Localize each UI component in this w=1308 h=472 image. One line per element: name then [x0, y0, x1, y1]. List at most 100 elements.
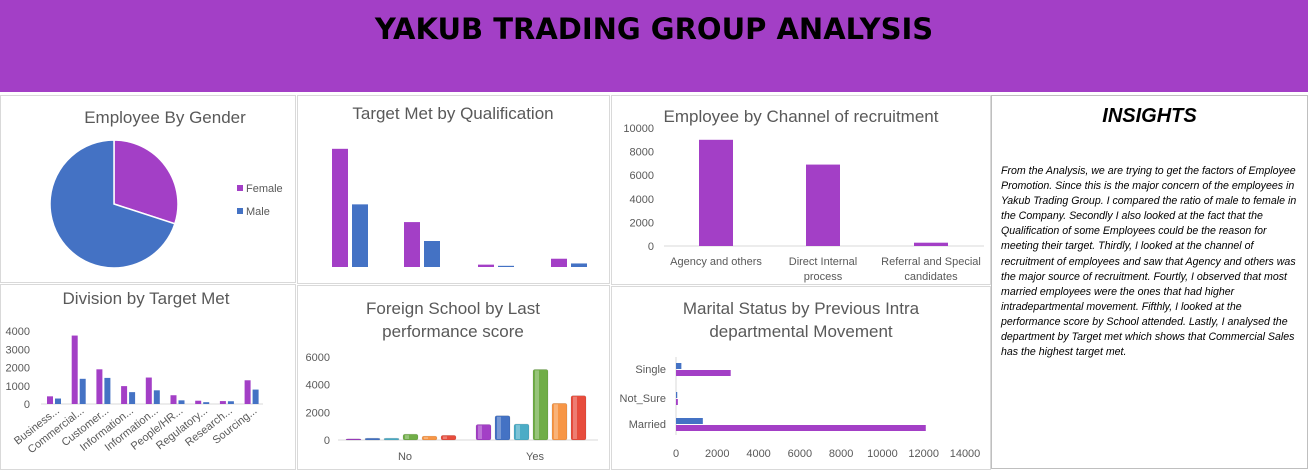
- pie-slice-female: [113, 139, 179, 225]
- y-tick-label: 4000: [306, 380, 330, 392]
- x-tick-label: Yes: [526, 451, 544, 463]
- foreign-school-bar: [573, 396, 577, 439]
- foreign-school-bar: [383, 437, 400, 441]
- foreign-school-bar: [478, 425, 482, 439]
- foreign-school-bar: [535, 370, 539, 439]
- x-tick-label: 0: [673, 448, 679, 460]
- x-tick-label: 6000: [788, 448, 812, 460]
- channel-chart-title: Employee by Channel of recruitment: [664, 107, 939, 126]
- x-tick-label: 4000: [746, 448, 770, 460]
- y-tick-label: Single: [635, 364, 666, 376]
- legend-swatch-female: [237, 185, 243, 191]
- foreign-school-bar-chart: Foreign School by Last performance score 0…: [306, 299, 598, 463]
- qualification-bar-chart: Target Met by Qualification: [332, 104, 587, 267]
- y-tick-label: 4000: [630, 194, 654, 206]
- qualification-bar: [551, 258, 567, 267]
- foreign-school-bar: [440, 435, 457, 441]
- pie-slice-male: [49, 139, 176, 269]
- channel-bar: [699, 139, 733, 246]
- foreign-school-bar: [475, 424, 492, 441]
- division-bar: [145, 377, 152, 404]
- foreign-school-bar: [570, 395, 587, 441]
- division-bar: [79, 378, 86, 404]
- division-bar: [227, 401, 234, 404]
- division-bar: [178, 400, 185, 404]
- insights-text: From the Analysis, we are trying to get …: [1001, 165, 1297, 359]
- division-chart-title: Division by Target Met: [63, 289, 230, 308]
- division-bar: [47, 396, 53, 404]
- channel-bar: [806, 164, 840, 246]
- legend-swatch-male: [237, 208, 243, 214]
- qualification-chart-title: Target Met by Qualification: [352, 104, 553, 123]
- x-tick-label: 14000: [950, 448, 981, 460]
- marital-bar: [676, 399, 678, 405]
- foreign-school-bar: [497, 416, 501, 439]
- header-banner: YAKUB TRADING GROUP ANALYSIS: [0, 0, 1308, 92]
- marital-bar: [676, 370, 731, 376]
- y-tick-label: 2000: [306, 407, 330, 419]
- qualification-bar: [404, 222, 420, 267]
- x-tick-label: 12000: [908, 448, 939, 460]
- y-tick-label: 2000: [6, 363, 30, 375]
- y-tick-label: 4000: [6, 326, 30, 338]
- division-chart-panel: Division by Target Met 0 1000 2000 3000 4000 B…: [0, 284, 296, 470]
- foreign-school-bar: [532, 369, 549, 441]
- foreign-chart-title: Foreign School by Last: [366, 299, 540, 318]
- foreign-school-bar: [494, 415, 511, 441]
- x-tick-label: Agency and others: [670, 256, 762, 268]
- division-bar: [244, 380, 251, 404]
- channel-bar-chart: Employee by Channel of recruitment 0 2000 4…: [623, 107, 984, 283]
- division-bar: [153, 390, 160, 404]
- channel-bar: [914, 242, 948, 246]
- qualification-bar: [352, 204, 368, 267]
- x-tick-label: No: [398, 451, 412, 463]
- qualification-bar: [571, 263, 587, 267]
- marital-chart-panel: Marital Status by Previous Intra departme…: [611, 286, 991, 470]
- foreign-school-bar: [424, 437, 428, 439]
- x-tick-label: 2000: [705, 448, 729, 460]
- marital-bar: [676, 418, 703, 424]
- foreign-school-bar: [364, 437, 381, 441]
- y-tick-label: Not_Sure: [620, 393, 666, 405]
- x-tick-label: 10000: [867, 448, 898, 460]
- marital-bar-chart: Marital Status by Previous Intra departme…: [620, 299, 981, 460]
- x-tick-label: Direct Internal: [789, 256, 857, 268]
- division-bar: [129, 392, 136, 404]
- marital-bar: [676, 425, 926, 431]
- x-tick-label: candidates: [904, 271, 958, 283]
- y-tick-label: Married: [629, 419, 666, 431]
- marital-chart-title: departmental Movement: [709, 322, 893, 341]
- marital-bar: [676, 363, 682, 369]
- legend-label-female: Female: [246, 183, 283, 195]
- qualification-bar: [478, 264, 494, 267]
- qualification-bar: [332, 148, 348, 267]
- foreign-school-bar: [443, 436, 447, 439]
- dashboard-title: YAKUB TRADING GROUP ANALYSIS: [374, 12, 934, 46]
- y-tick-label: 0: [24, 399, 30, 411]
- foreign-chart-title: performance score: [382, 322, 524, 341]
- channel-chart-panel: Employee by Channel of recruitment 0 2000 4…: [611, 95, 991, 285]
- foreign-school-bar: [554, 404, 558, 439]
- division-bar: [96, 369, 103, 404]
- y-tick-label: 0: [648, 241, 654, 253]
- foreign-school-bar: [516, 425, 520, 439]
- division-bar: [203, 402, 210, 404]
- division-bar: [104, 377, 111, 404]
- marital-chart-title: Marital Status by Previous Intra: [683, 299, 920, 318]
- foreign-school-bar: [405, 435, 409, 439]
- qualification-bar: [498, 265, 514, 267]
- y-tick-label: 6000: [306, 352, 330, 364]
- marital-bar: [676, 392, 678, 398]
- gender-chart-title: Employee By Gender: [84, 108, 246, 127]
- foreign-school-bar: [402, 433, 419, 441]
- division-bar: [195, 400, 202, 404]
- foreign-school-bar: [345, 438, 362, 441]
- foreign-school-bar: [513, 423, 530, 441]
- x-tick-label: Referral and Special: [881, 256, 981, 268]
- foreign-school-bar: [551, 403, 568, 441]
- legend-label-male: Male: [246, 206, 270, 218]
- x-tick-label: process: [804, 271, 843, 283]
- y-tick-label: 8000: [630, 147, 654, 159]
- foreign-school-chart-panel: Foreign School by Last performance score 0…: [297, 285, 610, 470]
- division-bar: [170, 395, 177, 404]
